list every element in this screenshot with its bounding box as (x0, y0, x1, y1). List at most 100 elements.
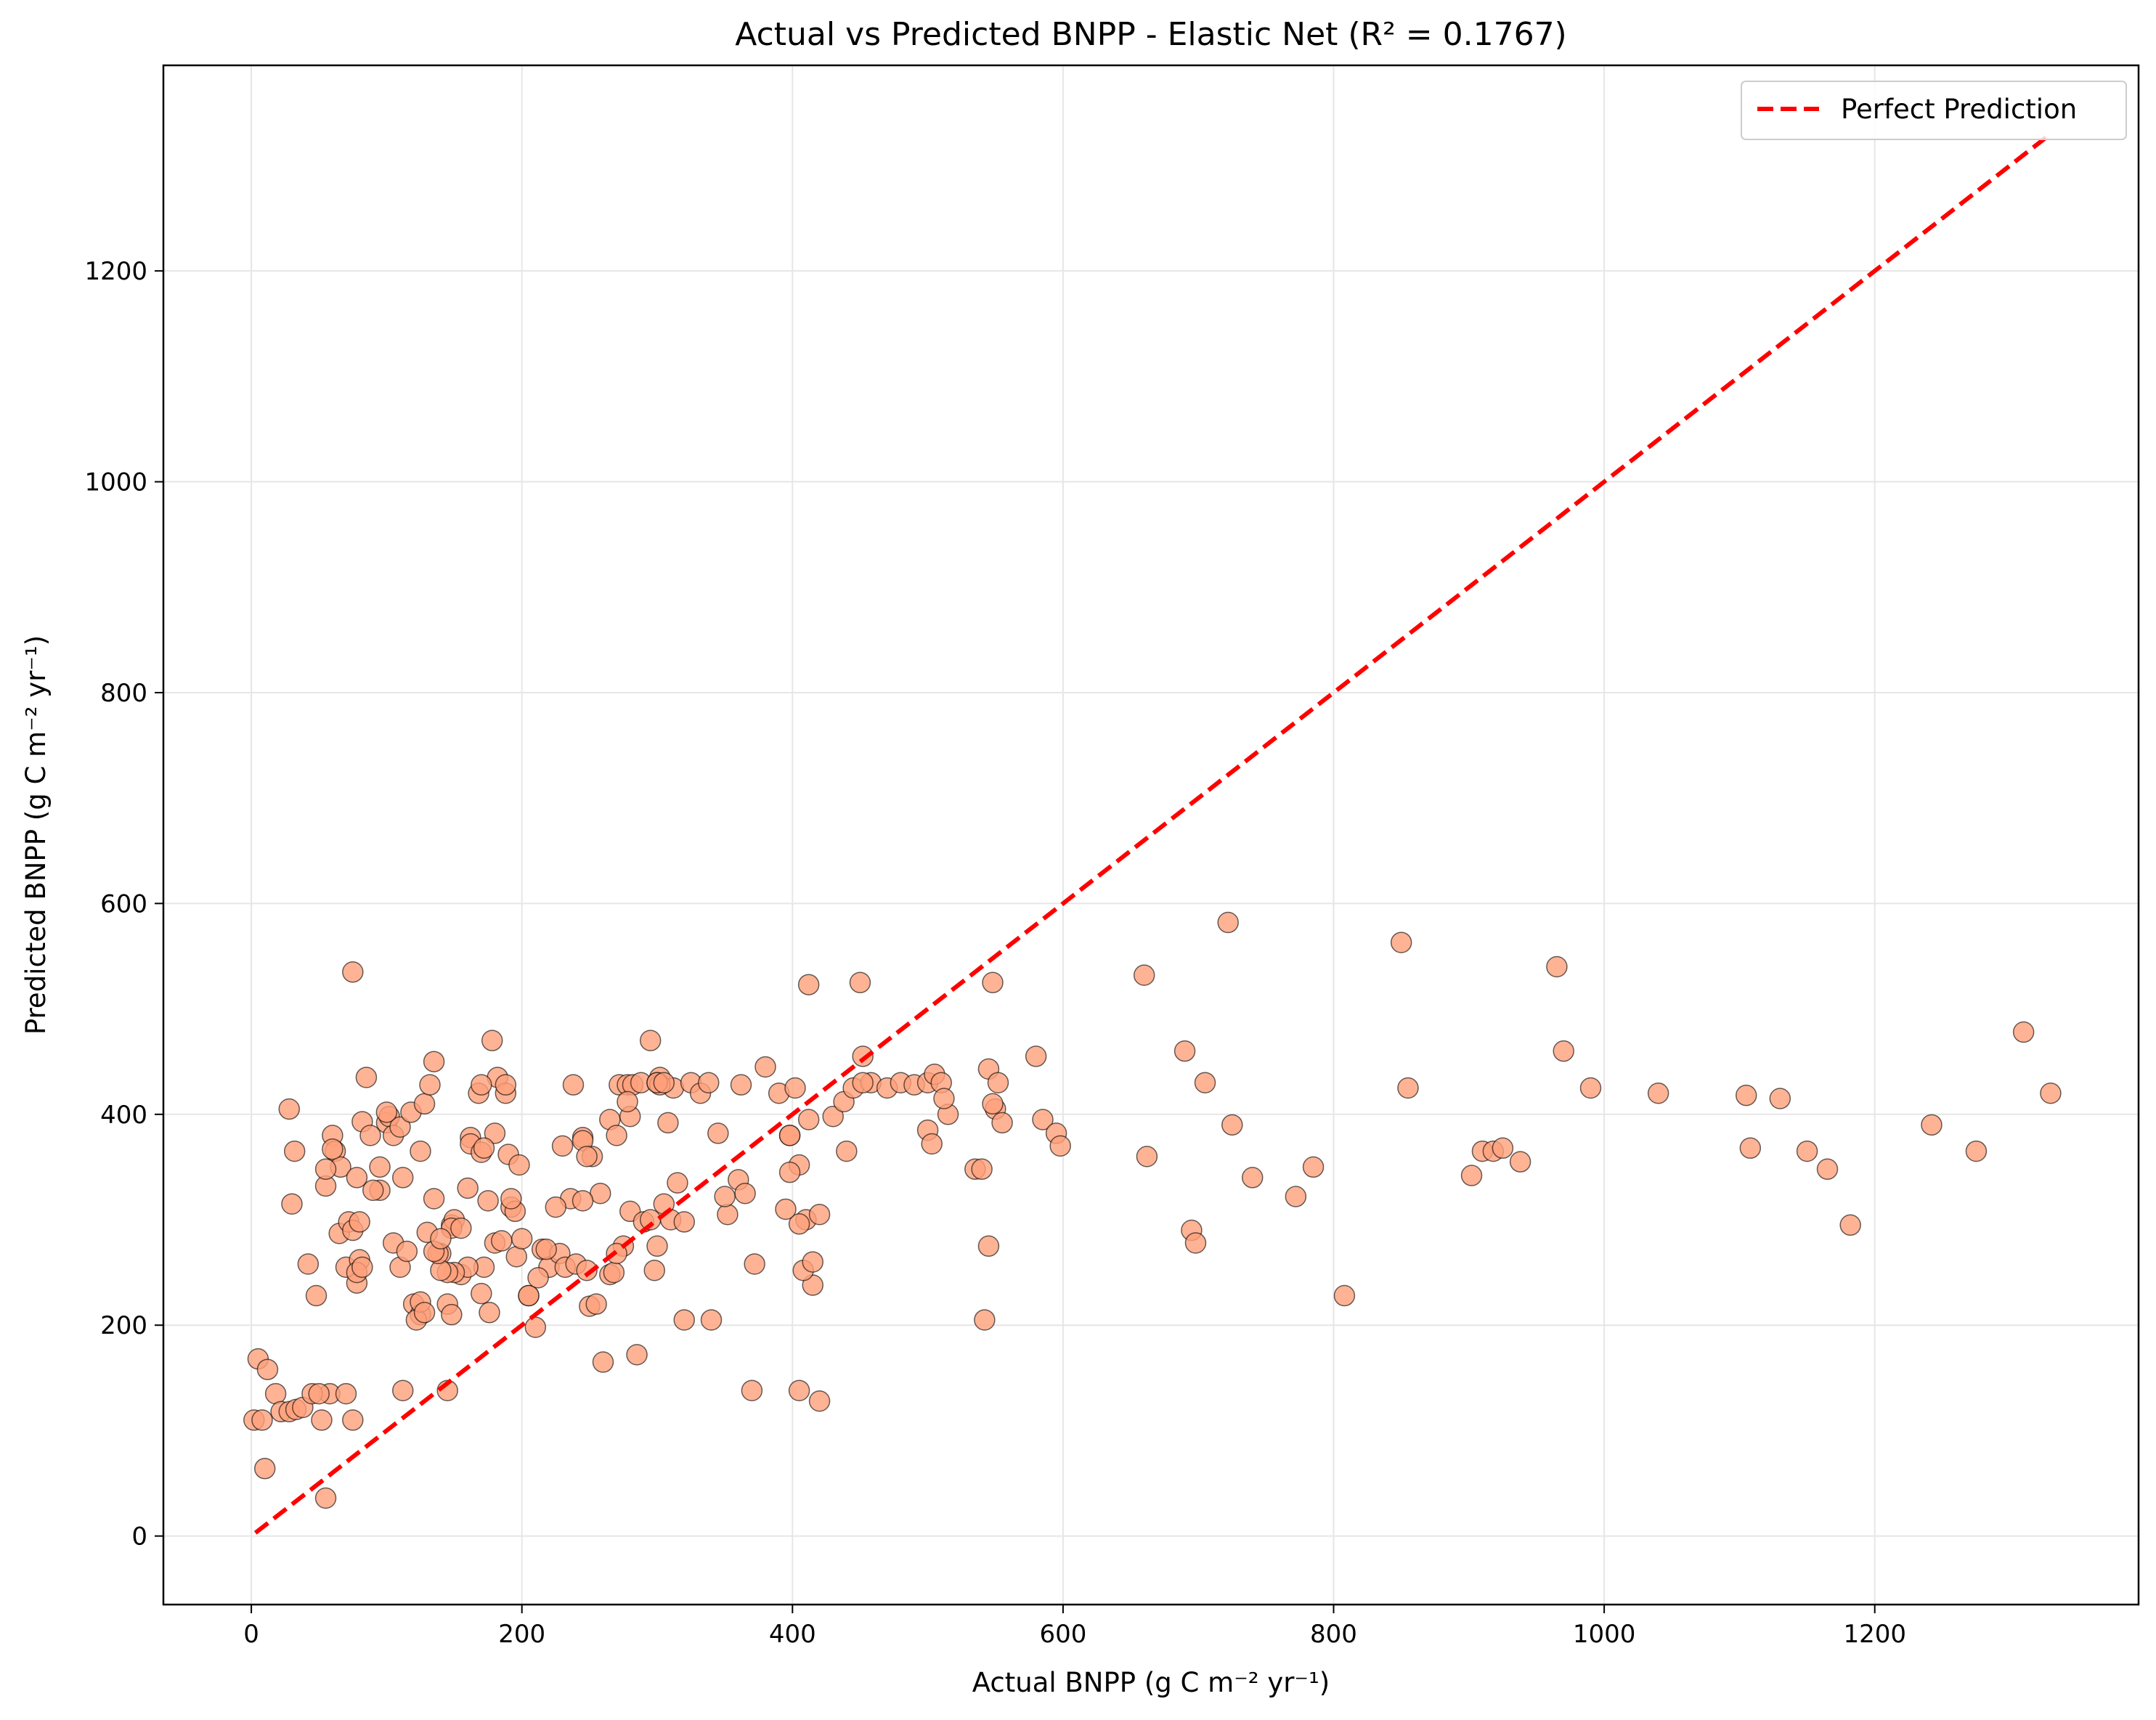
data-point (730, 1074, 752, 1096)
data-point (389, 1116, 411, 1138)
data-point (508, 1154, 530, 1176)
data-point (413, 1093, 436, 1115)
data-point (754, 1056, 776, 1078)
data-point (527, 1267, 549, 1289)
data-point (562, 1074, 585, 1096)
data-point (1217, 911, 1239, 934)
data-point (264, 1382, 287, 1405)
data-point (283, 1140, 306, 1162)
data-point (808, 1203, 831, 1226)
data-point (281, 1193, 303, 1215)
data-point (802, 1251, 823, 1273)
data-point (775, 1198, 797, 1220)
data-point (744, 1253, 765, 1275)
data-point (2012, 1021, 2035, 1043)
data-point (1579, 1077, 1602, 1099)
data-point (797, 1109, 820, 1130)
data-point (1739, 1137, 1762, 1159)
data-point (700, 1309, 723, 1331)
data-point (1546, 955, 1568, 978)
data-point (359, 1125, 381, 1146)
data-point (784, 1077, 806, 1099)
data-point (2040, 1083, 2062, 1104)
data-point (987, 1072, 1009, 1093)
data-point (392, 1167, 414, 1189)
data-point (518, 1284, 540, 1307)
data-point (1241, 1167, 1264, 1189)
data-point (571, 1190, 594, 1212)
data-point (342, 1409, 364, 1431)
data-point (362, 1179, 384, 1202)
data-point (392, 1379, 414, 1401)
data-point (808, 1390, 831, 1412)
x-tick-label: 0 (243, 1620, 259, 1649)
perfect-prediction-line (253, 132, 2052, 1535)
data-point (991, 1112, 1013, 1134)
data-point (626, 1344, 648, 1366)
data-point (423, 1051, 445, 1072)
data-point (423, 1188, 445, 1210)
data-point (314, 1158, 337, 1181)
data-point (576, 1259, 598, 1281)
data-point (471, 1074, 492, 1096)
data-point (778, 1161, 801, 1183)
data-point (617, 1091, 638, 1113)
data-point (419, 1074, 441, 1096)
data-point (311, 1409, 333, 1431)
legend-box (1741, 81, 2127, 140)
data-point (1397, 1077, 1419, 1099)
data-point (921, 1133, 943, 1155)
data-point (592, 1351, 614, 1373)
data-point (1025, 1046, 1047, 1067)
data-point (1839, 1214, 1861, 1236)
x-tick-label: 800 (1310, 1620, 1357, 1649)
data-point (982, 1093, 1004, 1115)
x-tick-label: 400 (769, 1620, 816, 1649)
data-point (977, 1235, 1000, 1258)
data-point (849, 971, 871, 994)
data-point (500, 1188, 522, 1210)
data-point (1816, 1158, 1839, 1181)
data-point (410, 1140, 431, 1162)
legend-label-perfect-prediction: Perfect Prediction (1841, 94, 2077, 125)
x-tick-label: 600 (1039, 1620, 1086, 1649)
data-point (413, 1302, 436, 1324)
y-tick-label: 400 (100, 1101, 147, 1130)
data-point (576, 1146, 598, 1167)
data-point (457, 1177, 479, 1199)
data-point (606, 1125, 627, 1146)
data-point (505, 1246, 527, 1268)
data-point (481, 1030, 503, 1051)
y-tick-label: 1000 (84, 468, 147, 497)
plot-series (243, 132, 2062, 1535)
data-point (322, 1138, 343, 1160)
data-point (1965, 1140, 1988, 1162)
data-point (933, 1088, 955, 1109)
data-point (643, 1259, 666, 1281)
data-point (1136, 1146, 1158, 1167)
data-point (1032, 1109, 1054, 1130)
data-point (308, 1382, 330, 1405)
data-point (1049, 1135, 1071, 1157)
data-point (707, 1122, 729, 1144)
data-point (551, 1135, 574, 1157)
data-point (778, 1125, 801, 1146)
data-point (717, 1203, 739, 1226)
data-point (788, 1213, 810, 1235)
data-point (375, 1101, 398, 1123)
data-point (1796, 1140, 1818, 1162)
data-point (396, 1240, 418, 1263)
data-point (355, 1067, 378, 1088)
y-tick-label: 0 (131, 1523, 147, 1552)
x-tick-label: 200 (498, 1620, 545, 1649)
chart-title: Actual vs Predicted BNPP - Elastic Net (… (735, 16, 1566, 53)
data-point (484, 1122, 506, 1144)
data-point (982, 971, 1004, 994)
data-point (1390, 932, 1412, 953)
data-point (673, 1309, 696, 1331)
data-point (256, 1358, 279, 1380)
data-point (603, 1261, 625, 1284)
axes-ticks: 0 200 400 600 800 1000 1200 0 200 400 600 800 1000 12… (84, 257, 1906, 1649)
